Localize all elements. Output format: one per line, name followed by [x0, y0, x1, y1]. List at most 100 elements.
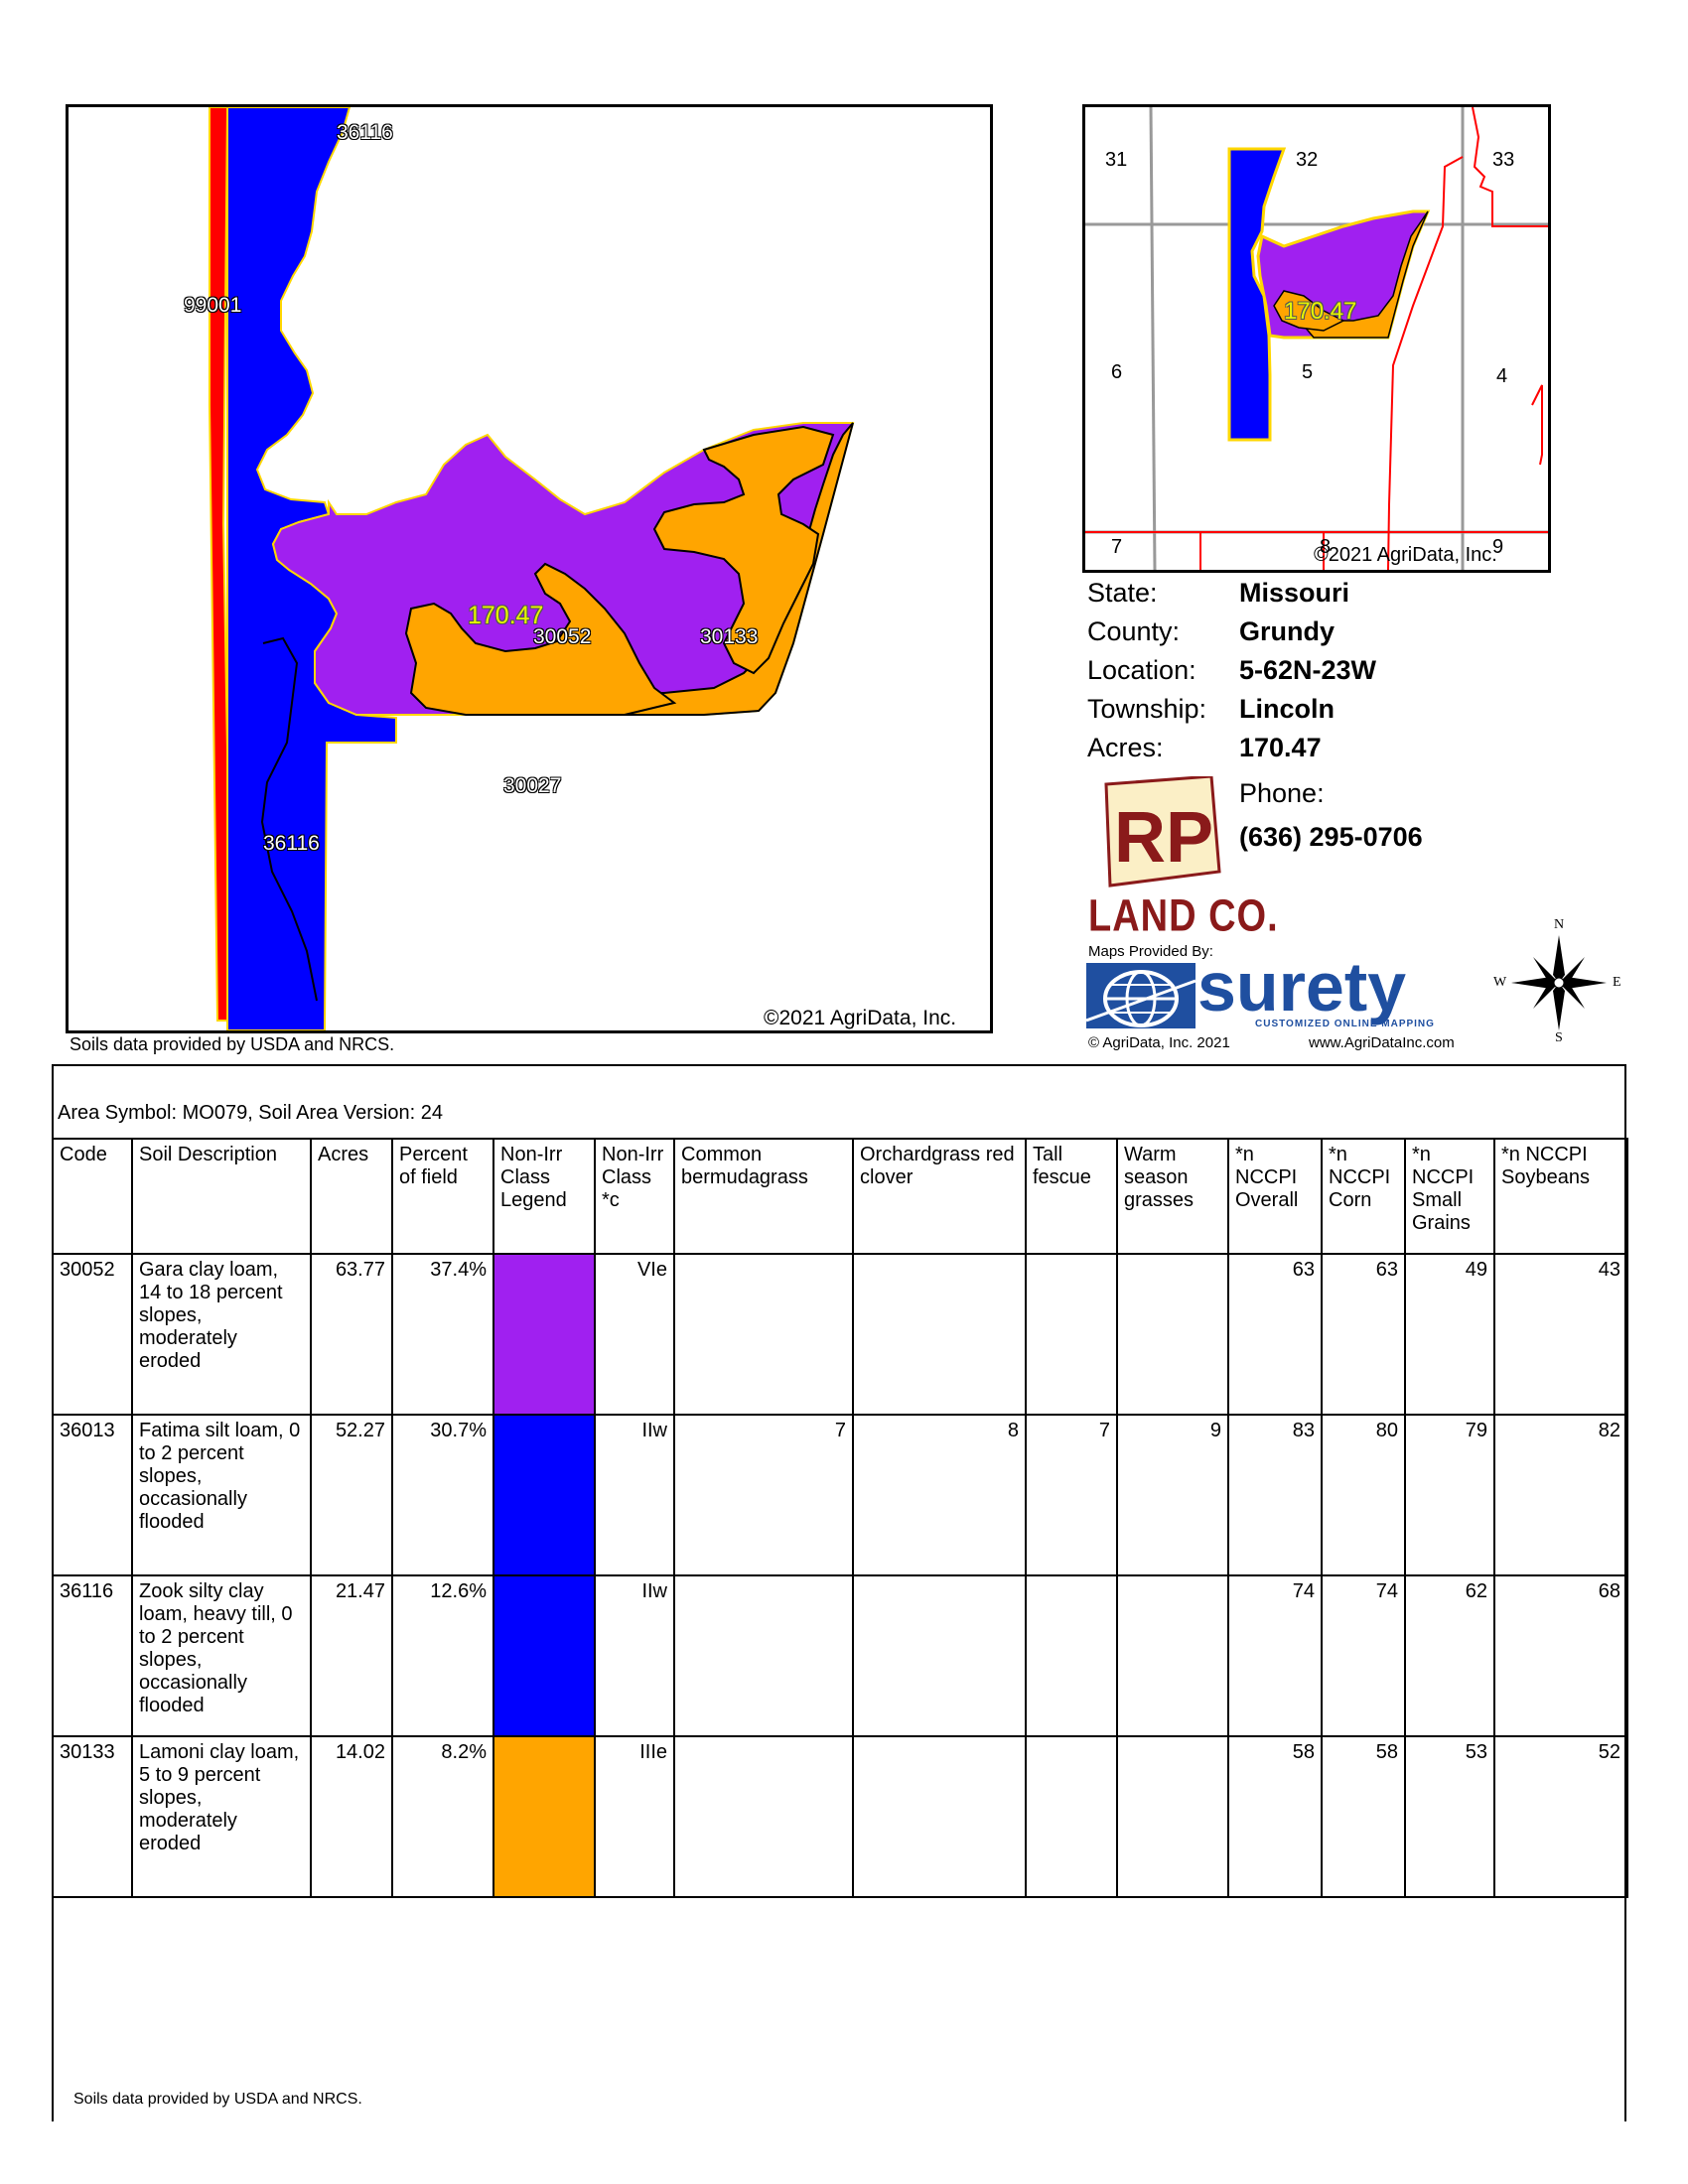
table-cell-berm: [673, 1735, 854, 1898]
table-cell-code: 30052: [52, 1253, 133, 1416]
col-tall-fescue: Tall fescue: [1025, 1138, 1118, 1255]
compass-s: S: [1555, 1030, 1563, 1045]
class-legend-swatch: [492, 1574, 596, 1737]
table-cell-fescue: [1025, 1574, 1118, 1737]
table-cell-acres: 21.47: [310, 1574, 393, 1737]
surety-logo: surety CUSTOMIZED ONLINE MAPPING: [1086, 948, 1454, 1030]
location-value: 5-62N-23W: [1239, 655, 1377, 685]
table-row: 30052 Gara clay loam, 14 to 18 percent sl…: [52, 1253, 1628, 1416]
col-soil-description: Soil Description: [131, 1138, 312, 1255]
col-class-c: Non-Irr Class *c: [594, 1138, 675, 1255]
table-header-row: Code Soil Description Acres Percent of f…: [52, 1138, 1628, 1255]
table-cell-acres: 63.77: [310, 1253, 393, 1416]
table-cell-pct: 8.2%: [391, 1735, 494, 1898]
table-cell-code: 36013: [52, 1414, 133, 1576]
inset-map-svg: [1085, 107, 1548, 570]
table-cell-code: 36116: [52, 1574, 133, 1737]
section-32: 32: [1296, 149, 1319, 171]
table-row: 36013 Fatima silt loam, 0 to 2 percent sl…: [52, 1414, 1628, 1576]
table-cell-berm: [673, 1574, 854, 1737]
agridata-url[interactable]: www.AgriDataInc.com: [1309, 1034, 1455, 1051]
rp-logo: RP: [1092, 774, 1221, 887]
table-cell-overall: 83: [1227, 1414, 1323, 1576]
table-cell-cls: VIe: [594, 1253, 675, 1416]
col-orchardgrass: Orchardgrass red clover: [852, 1138, 1027, 1255]
section-8: 8: [1320, 536, 1332, 558]
col-percent: Percent of field: [391, 1138, 494, 1255]
table-cell-cls: IIw: [594, 1574, 675, 1737]
surety-tagline: CUSTOMIZED ONLINE MAPPING: [1255, 1019, 1435, 1029]
map-label-acres: 170.47: [468, 602, 544, 629]
table-cell-corn: 80: [1321, 1414, 1406, 1576]
county-label: County:: [1087, 616, 1181, 646]
inset-location-map[interactable]: 31 32 33 6 5 4 7 8 9 170.47 ©2021 AgriDa…: [1082, 104, 1551, 573]
table-cell-acres: 52.27: [310, 1414, 393, 1576]
table-cell-orch: [852, 1253, 1027, 1416]
col-warm-season: Warm season grasses: [1116, 1138, 1229, 1255]
table-cell-warm: [1116, 1574, 1229, 1737]
map-label-99001: 99001: [184, 294, 242, 317]
phone-label: Phone:: [1239, 778, 1325, 808]
col-bermudagrass: Common bermudagrass: [673, 1138, 854, 1255]
map-label-30133: 30133: [700, 625, 759, 648]
col-nccpi-corn: *n NCCPI Corn: [1321, 1138, 1406, 1255]
acres-value: 170.47: [1239, 733, 1322, 762]
table-cell-small: 49: [1404, 1253, 1495, 1416]
table-cell-fescue: [1025, 1253, 1118, 1416]
table-cell-warm: [1116, 1253, 1229, 1416]
phone-value: (636) 295-0706: [1239, 822, 1423, 852]
class-legend-swatch: [492, 1253, 596, 1416]
land-co-text: LAND CO.: [1088, 891, 1279, 942]
section-9: 9: [1492, 536, 1504, 558]
map-label-30027: 30027: [503, 774, 562, 797]
compass-rose: N E S W: [1489, 917, 1628, 1046]
section-31: 31: [1105, 149, 1128, 171]
state-value: Missouri: [1239, 578, 1350, 608]
soil-polygon-30133: [602, 422, 854, 716]
main-soil-map[interactable]: 36116 99001 170.47 30052 30133 30027 361…: [66, 104, 993, 1033]
table-cell-corn: 63: [1321, 1253, 1406, 1416]
inset-parcel-blue: [1227, 147, 1287, 442]
col-nccpi-overall: *n NCCPI Overall: [1227, 1138, 1323, 1255]
svg-text:RP: RP: [1114, 798, 1213, 878]
table-cell-small: 53: [1404, 1735, 1495, 1898]
table-cell-orch: 8: [852, 1414, 1027, 1576]
table-cell-orch: [852, 1735, 1027, 1898]
table-cell-desc: Fatima silt loam, 0 to 2 percent slopes,…: [131, 1414, 312, 1576]
compass-icon: [1511, 935, 1607, 1030]
table-cell-code: 30133: [52, 1735, 133, 1898]
section-33: 33: [1492, 149, 1515, 171]
class-legend-swatch: [492, 1735, 596, 1898]
table-cell-berm: [673, 1253, 854, 1416]
table-cell-cls: IIIe: [594, 1735, 675, 1898]
soils-note-bottom: Soils data provided by USDA and NRCS.: [73, 2091, 362, 2108]
section-6: 6: [1111, 361, 1123, 383]
rp-logo-icon: RP: [1104, 774, 1221, 887]
table-cell-overall: 63: [1227, 1253, 1323, 1416]
map-label-36116-top: 36116: [337, 121, 393, 144]
soils-note-top: Soils data provided by USDA and NRCS.: [70, 1034, 395, 1054]
globe-icon: [1086, 963, 1196, 1028]
table-cell-desc: Zook silty clay loam, heavy till, 0 to 2…: [131, 1574, 312, 1737]
surety-wordmark: surety: [1197, 948, 1407, 1025]
table-cell-cls: IIw: [594, 1414, 675, 1576]
table-cell-soy: 68: [1493, 1574, 1628, 1737]
soil-table-body: 30052 Gara clay loam, 14 to 18 percent sl…: [52, 1253, 1628, 1898]
main-map-copyright: ©2021 AgriData, Inc.: [764, 1007, 957, 1029]
compass-n: N: [1554, 917, 1565, 932]
soil-table: Code Soil Description Acres Percent of f…: [52, 1138, 1628, 1898]
table-cell-pct: 37.4%: [391, 1253, 494, 1416]
inset-map-copyright: ©2021 AgriData, Inc.: [1314, 544, 1497, 566]
table-cell-small: 79: [1404, 1414, 1495, 1576]
map-label-30052: 30052: [533, 625, 592, 648]
table-cell-berm: 7: [673, 1414, 854, 1576]
table-cell-fescue: 7: [1025, 1414, 1118, 1576]
soil-polygon-30027: [404, 562, 677, 716]
county-value: Grundy: [1239, 616, 1336, 646]
location-label: Location:: [1087, 655, 1196, 685]
table-cell-soy: 82: [1493, 1414, 1628, 1576]
table-cell-overall: 58: [1227, 1735, 1323, 1898]
table-cell-soy: 52: [1493, 1735, 1628, 1898]
table-cell-acres: 14.02: [310, 1735, 393, 1898]
table-cell-fescue: [1025, 1735, 1118, 1898]
